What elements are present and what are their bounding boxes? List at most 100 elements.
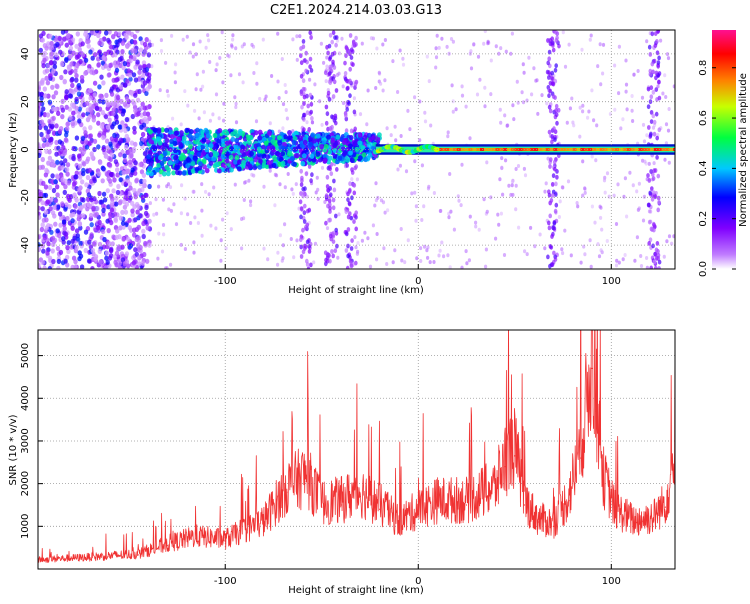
spectrogram-cell xyxy=(442,254,446,259)
spectrogram-cell xyxy=(142,67,147,73)
spectrogram-cell xyxy=(551,173,556,179)
spectrogram-cell xyxy=(363,230,367,235)
spectrogram-cell xyxy=(548,41,553,47)
spectrogram-cell xyxy=(332,178,336,184)
spectrogram-cell xyxy=(308,92,313,98)
spectrogram-cell xyxy=(217,116,221,121)
spectrogram-cell xyxy=(120,220,126,226)
spectrogram-cell xyxy=(164,138,170,144)
spectrogram-cell xyxy=(121,224,126,230)
spectrogram-cell xyxy=(331,230,336,236)
spectrogram-cell xyxy=(113,30,119,37)
spectrogram-cell xyxy=(214,161,219,167)
spectrogram-cell xyxy=(248,134,254,140)
spectrogram-cell xyxy=(165,89,169,94)
spectrogram-cell xyxy=(38,246,42,252)
spectrogram-cell xyxy=(581,103,585,108)
snr-ytick-label: 3000 xyxy=(20,428,31,453)
spectrogram-cell xyxy=(301,249,306,255)
spectrogram-cell xyxy=(142,151,148,157)
spectrogram-cell xyxy=(179,211,183,216)
spectrogram-cell xyxy=(345,265,350,269)
spectrogram-cell xyxy=(185,163,191,169)
spectrogram-cell xyxy=(350,157,355,163)
spectrogram-cell xyxy=(142,178,147,184)
spectrogram-cell xyxy=(65,121,70,127)
spectrogram-cell xyxy=(47,266,52,269)
spectrogram-cell xyxy=(94,30,100,34)
spectrogram-cell xyxy=(601,42,606,47)
spectrogram-cell xyxy=(118,152,123,158)
spectrogram-cell xyxy=(494,236,498,241)
spectrogram-cell xyxy=(475,92,480,97)
spectrogram-cell xyxy=(334,42,338,48)
spectrogram-cell xyxy=(322,153,328,159)
snr-data-point xyxy=(504,465,506,468)
spectrogram-cell xyxy=(521,62,525,67)
spectrogram-cell xyxy=(123,82,128,88)
spectrogram-cell xyxy=(38,108,42,114)
spectrogram-cell xyxy=(49,40,54,47)
tone-cell xyxy=(456,148,462,151)
spectrogram-cell xyxy=(74,228,80,234)
spectrogram-cell xyxy=(97,219,102,225)
spectrogram-cell xyxy=(383,78,387,83)
spectrogram-cell xyxy=(180,152,186,158)
spectrogram-cell xyxy=(652,131,657,137)
spectrogram-cell xyxy=(147,183,152,190)
spectrogram-cell xyxy=(583,252,587,257)
spectrogram-cell xyxy=(566,179,571,184)
spectrogram-cell xyxy=(301,153,307,159)
spectrogram-cell xyxy=(123,128,128,134)
spectrogram-cell xyxy=(399,227,403,231)
spectrogram-cell xyxy=(308,30,313,36)
spectrogram-cell xyxy=(234,101,238,106)
spectrogram-cell xyxy=(261,144,266,150)
spectrogram-cell xyxy=(216,168,222,174)
spectrogram-cell xyxy=(652,161,656,166)
spectrogram-cell xyxy=(214,151,220,157)
spectrogram-cell xyxy=(319,144,324,150)
spectrogram-cell xyxy=(281,126,285,131)
spectrogram-cell xyxy=(234,137,240,144)
spectrogram-cell xyxy=(38,234,41,240)
spectrogram-cell xyxy=(114,195,119,201)
spectrogram-cell xyxy=(101,146,106,153)
spectrogram-cell xyxy=(547,93,551,99)
spectrogram-cell xyxy=(102,36,107,42)
spectrogram-cell xyxy=(150,42,155,47)
spectrogram-cell xyxy=(301,193,305,199)
spectrogram-cell xyxy=(41,180,46,186)
spectrogram-cell xyxy=(78,253,84,259)
spectrogram-cell xyxy=(47,73,53,79)
spectrogram-cell xyxy=(94,211,100,217)
spectrogram-cell xyxy=(649,265,653,269)
spectrogram-cell xyxy=(80,213,86,219)
spectrogram-cell xyxy=(142,111,147,117)
spectrogram-cell xyxy=(181,135,187,141)
spectrogram-cell xyxy=(107,30,112,35)
spectrogram-cell xyxy=(295,57,299,62)
spectrogram-cell xyxy=(360,238,364,243)
spectrogram-cell xyxy=(111,34,116,40)
spectrogram-cell xyxy=(406,238,410,243)
spectrogram-cell xyxy=(299,237,303,243)
spectrogram-cell xyxy=(126,61,131,68)
spectrogram-cell xyxy=(134,178,139,184)
spectrogram-cell xyxy=(87,64,92,70)
spectrogram-cell xyxy=(60,30,66,35)
spectrogram-cell xyxy=(551,81,555,86)
spectrogram-cell xyxy=(64,42,70,48)
spectrogram-cell xyxy=(489,195,493,200)
spectrogram-cell xyxy=(550,262,555,268)
spectrogram-cell xyxy=(118,199,123,205)
spectrogram-cell xyxy=(645,256,649,260)
spectrogram-cell xyxy=(597,254,602,259)
spectrogram-cell xyxy=(426,186,431,191)
spectrogram-cell xyxy=(126,136,131,143)
spectrogram-cell xyxy=(310,132,316,138)
tone-cell xyxy=(630,148,636,151)
spectrogram-cell xyxy=(41,136,46,142)
spectrogram-cell xyxy=(44,167,49,173)
